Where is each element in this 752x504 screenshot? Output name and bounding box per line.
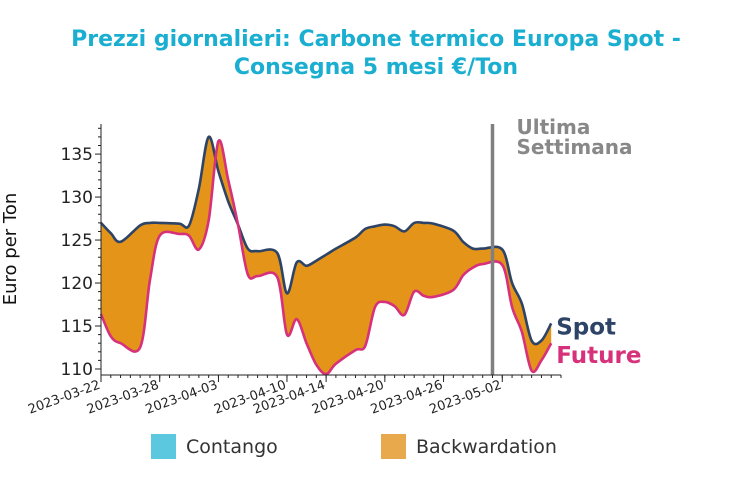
- series-label-future: Future: [556, 343, 641, 369]
- legend-label-backwardation: Backwardation: [416, 436, 557, 458]
- legend-label-contango: Contango: [186, 436, 278, 458]
- y-tick-label: 110: [61, 360, 93, 380]
- legend-swatch-backwardation: [381, 434, 406, 459]
- chart-title-line-2: Consegna 5 mesi €/Ton: [234, 55, 518, 80]
- chart-title-line-1: Prezzi giornalieri: Carbone termico Euro…: [71, 27, 681, 52]
- series-label-spot: Spot: [556, 314, 616, 340]
- last-week-label-line-2: Settimana: [516, 135, 632, 159]
- plot-area: UltimaSettimana1101151201251301352023-03…: [26, 115, 641, 418]
- y-tick-label: 120: [61, 274, 93, 294]
- legend: Contango Backwardation: [151, 434, 557, 459]
- y-tick-label: 130: [61, 188, 93, 208]
- y-tick-label: 115: [61, 317, 93, 337]
- y-tick-label: 135: [61, 145, 93, 165]
- last-week-label-line-1: Ultima: [516, 115, 590, 139]
- series-line-future: [99, 139, 553, 376]
- legend-swatch-contango: [151, 434, 176, 459]
- y-tick-label: 125: [61, 231, 93, 251]
- series-line-spot: [100, 135, 553, 346]
- y-axis-label: Euro per Ton: [0, 193, 21, 306]
